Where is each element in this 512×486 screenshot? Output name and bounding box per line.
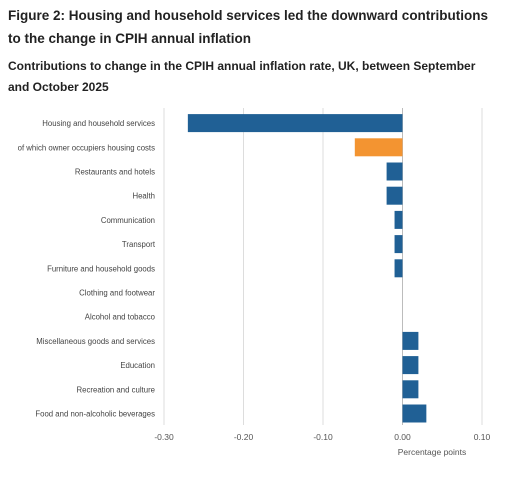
category-label: Restaurants and hotels [75, 168, 155, 177]
bar [386, 186, 403, 205]
bar [187, 114, 403, 133]
category-label: Recreation and culture [77, 385, 155, 394]
category-label: of which owner occupiers housing costs [18, 143, 155, 152]
bar [402, 404, 427, 423]
category-label: Alcohol and tobacco [85, 313, 156, 322]
x-axis-label: Percentage points [398, 447, 467, 457]
bars [187, 114, 427, 423]
x-tick-label: -0.30 [154, 432, 174, 442]
x-tick-label: -0.20 [234, 432, 254, 442]
category-labels: Housing and household services of which o… [18, 119, 156, 418]
bar [386, 162, 403, 181]
bar [394, 210, 403, 229]
x-tick-label: 0.00 [394, 432, 411, 442]
x-tick-label: 0.10 [474, 432, 491, 442]
gridlines [163, 108, 483, 425]
category-label: Health [132, 192, 155, 201]
x-tick-labels: -0.30 -0.20 -0.10 0.00 0.10 [154, 432, 490, 442]
bar [394, 259, 403, 278]
bar [402, 331, 419, 350]
category-label: Education [120, 361, 155, 370]
bar [402, 356, 419, 375]
bar [402, 380, 419, 399]
category-label: Clothing and footwear [79, 289, 155, 298]
figure-title: Figure 2: Housing and household services… [8, 8, 489, 46]
bar [354, 138, 403, 157]
x-tick-label: -0.10 [313, 432, 333, 442]
category-label: Communication [101, 216, 155, 225]
bar [394, 235, 403, 254]
category-label: Transport [122, 240, 156, 249]
figure-subtitle: Contributions to change in the CPIH annu… [8, 59, 476, 94]
category-label: Furniture and household goods [47, 264, 155, 273]
category-label: Miscellaneous goods and services [36, 337, 155, 346]
category-label: Housing and household services [42, 119, 155, 128]
category-label: Food and non-alcoholic beverages [35, 410, 155, 419]
